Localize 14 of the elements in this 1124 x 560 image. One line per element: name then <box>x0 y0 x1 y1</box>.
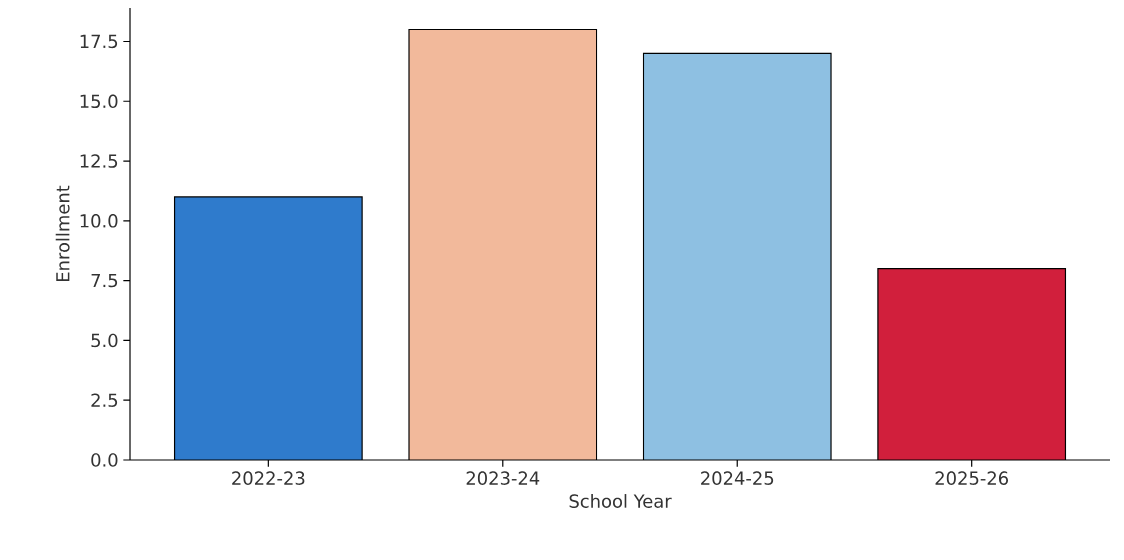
y-axis-title: Enrollment <box>55 185 70 281</box>
x-tick-label: 2025-26 <box>935 471 1009 485</box>
y-tick-label: 7.5 <box>91 273 118 288</box>
y-tick-label: 12.5 <box>80 154 118 168</box>
y-tick-label: 2.5 <box>91 393 118 407</box>
x-axis-title: School Year <box>569 494 672 508</box>
x-tick-label: 2022-23 <box>232 471 305 485</box>
x-tick-label: 2023-24 <box>466 471 540 485</box>
y-tick-label: 10.0 <box>80 214 118 228</box>
y-tick-label: 5.0 <box>91 333 118 348</box>
y-tick-label: 17.5 <box>80 34 118 49</box>
y-tick-label: 15.0 <box>80 94 118 109</box>
y-tick-label: 0.0 <box>91 453 118 467</box>
x-tick-label: 2024-25 <box>701 471 774 485</box>
